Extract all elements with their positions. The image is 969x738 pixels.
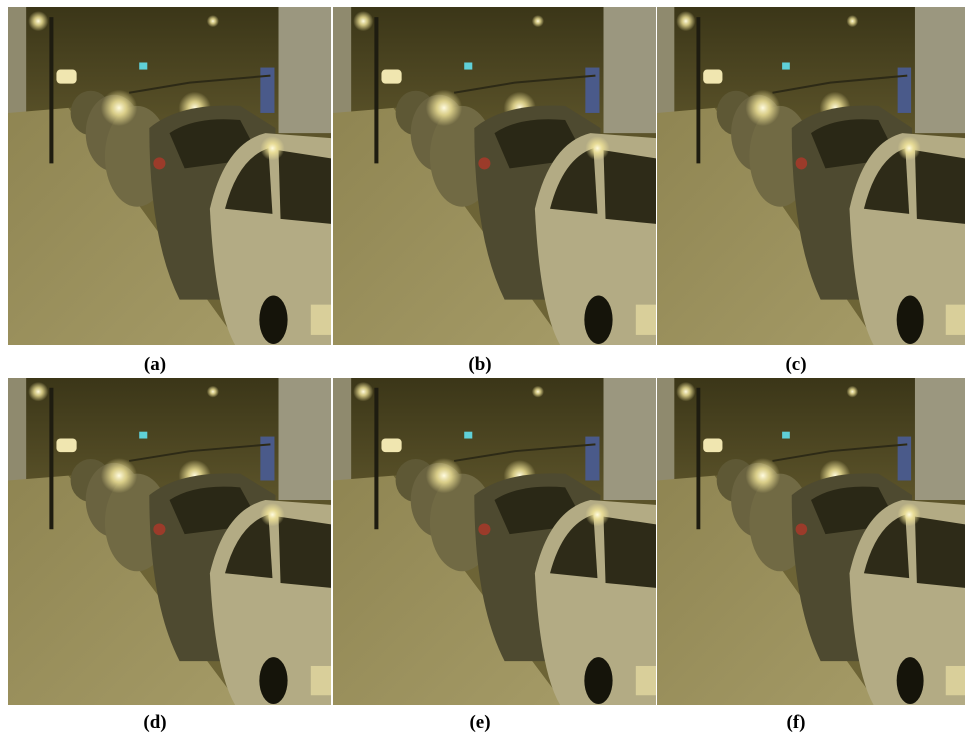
photo-panel (657, 7, 965, 345)
photo-panel (8, 7, 331, 345)
panel-label: (b) (450, 354, 510, 376)
panel-label: (f) (766, 712, 826, 734)
figure: (a) (b) (c) (d) (e) (f) (0, 0, 969, 738)
panel-label: (c) (766, 354, 826, 376)
panel-label: (e) (450, 712, 510, 734)
photo-panel (8, 378, 331, 705)
photo-panel (333, 378, 656, 705)
panel-label: (a) (125, 354, 185, 376)
photo-panel (657, 378, 965, 705)
panel-label: (d) (125, 712, 185, 734)
photo-panel (333, 7, 656, 345)
